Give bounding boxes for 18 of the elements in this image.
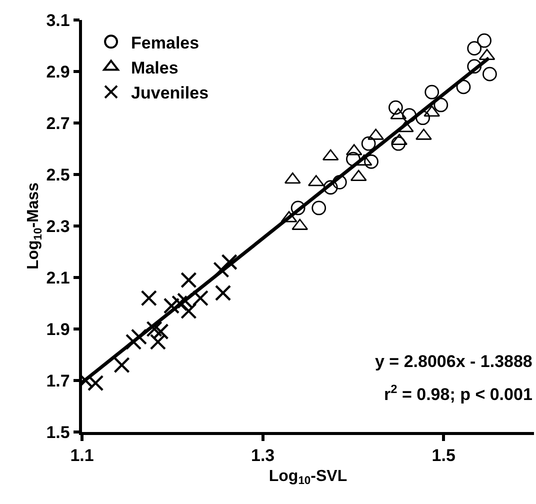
annotation: r$^{2}$ = 0.98; p < 0.001 <box>384 382 532 404</box>
y-tick-label: 1.9 <box>46 320 70 339</box>
y-tick-label: 2.7 <box>46 114 70 133</box>
y-tick-label: 2.3 <box>46 216 70 236</box>
y-tick-label: 1.7 <box>46 371 70 390</box>
x-tick-label: 1.1 <box>70 446 94 466</box>
annotation: y = 2.8006x - 1.3888 <box>375 352 532 371</box>
y-tick-label: 2.9 <box>46 62 70 82</box>
y-tick-label: 1.5 <box>46 422 70 442</box>
x-tick-label: 1.5 <box>432 446 456 466</box>
y-tick-label: 3.1 <box>46 10 70 30</box>
legend-label: Juveniles <box>131 84 209 102</box>
legend-label: Females <box>131 33 200 52</box>
x-tick-label: 1.3 <box>250 446 275 466</box>
legend-label: Males <box>131 58 178 78</box>
y-tick-label: 2.1 <box>46 268 70 288</box>
x-axis-title: Log$_{10}$-SVL <box>268 468 348 488</box>
y-tick-label: 2.5 <box>46 165 70 184</box>
